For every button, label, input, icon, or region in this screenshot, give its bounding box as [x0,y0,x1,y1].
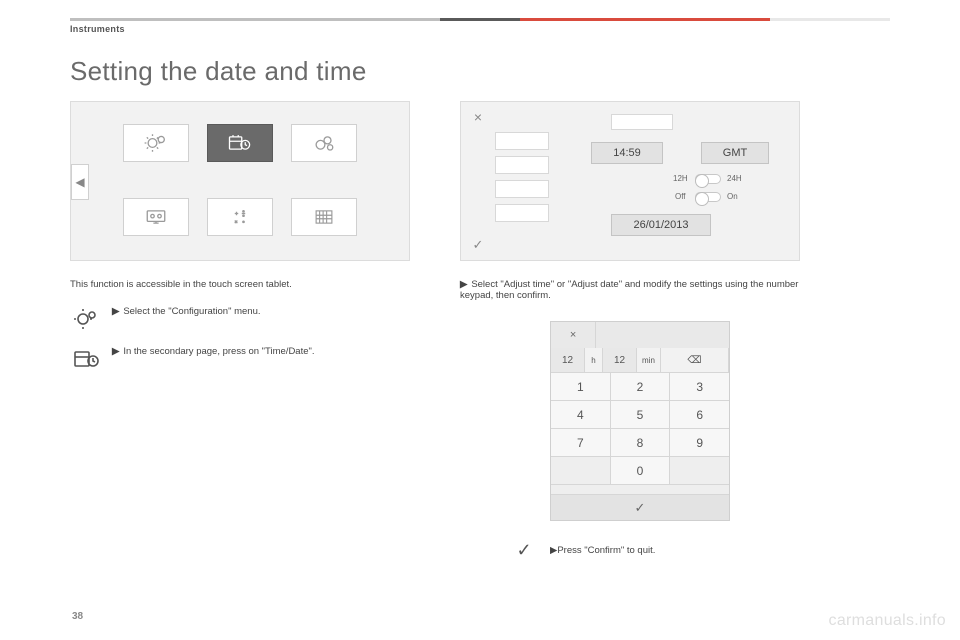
menu-screenshot: ◀ [70,101,410,261]
hours-unit: h [585,348,603,372]
calc-tile[interactable] [291,198,357,236]
header-rule [70,18,890,22]
hours-field[interactable]: 12 [551,348,585,372]
format-12h-label: 12H [673,174,688,183]
number-keypad: × 12 h 12 min ⌫ 1 2 3 [550,321,730,521]
backspace-key[interactable]: ⌫ [661,348,729,372]
key-1[interactable]: 1 [551,372,611,400]
page-title: Setting the date and time [70,56,890,87]
time-value-box[interactable]: 14:59 [591,142,663,164]
step-adjust-text: ▶Select "Adjust time" or "Adjust date" a… [460,279,820,301]
step-timedate: ▶In the secondary page, press on "Time/D… [70,346,430,372]
calendar-step-icon [70,346,102,372]
keypad-spacer [551,456,611,484]
mins-field[interactable]: 12 [603,348,637,372]
gear-step-icon [70,306,102,332]
sync-on-label: On [727,192,738,201]
list-item[interactable] [495,156,549,174]
format-toggle[interactable] [695,174,721,184]
step-config: ▶Select the "Configuration" menu. [70,306,430,332]
sync-toggle[interactable] [695,192,721,202]
calendar-clock-icon [226,132,254,154]
bubbles-icon [310,132,338,154]
keypad-spacer [670,456,729,484]
header-box [611,114,673,130]
step-confirm-text: ▶Press "Confirm" to quit. [550,545,655,556]
display-tile[interactable] [123,198,189,236]
page-number: 38 [72,611,83,622]
key-9[interactable]: 9 [670,428,729,456]
keypad-close-icon[interactable]: × [551,322,596,348]
keypad-spacer [596,322,729,348]
key-4[interactable]: 4 [551,400,611,428]
keypad-grid: 1 2 3 4 5 6 7 8 9 [551,372,729,484]
monitor-icon [142,206,170,228]
left-column: ◀ [70,101,430,561]
intro-text: This function is accessible in the touch… [70,279,390,292]
key-2[interactable]: 2 [611,372,671,400]
settings-tile[interactable] [123,124,189,162]
back-chevron-icon[interactable]: ◀ [71,164,89,200]
mins-unit: min [637,348,661,372]
date-value-box[interactable]: 26/01/2013 [611,214,711,236]
zones-tile[interactable] [291,124,357,162]
time-date-tile[interactable] [207,124,273,162]
key-7[interactable]: 7 [551,428,611,456]
key-3[interactable]: 3 [670,372,729,400]
step-confirm: ✓ ▶Press "Confirm" to quit. [510,539,820,561]
sync-off-label: Off [675,192,686,201]
settings-screenshot: × ✓ 14:59 GMT 12H 24H Off On [460,101,800,261]
rule-seg [70,18,440,21]
list-item[interactable] [495,180,549,198]
key-5[interactable]: 5 [611,400,671,428]
key-6[interactable]: 6 [670,400,729,428]
key-0[interactable]: 0 [611,456,671,484]
timezone-box[interactable]: GMT [701,142,769,164]
right-column: × ✓ 14:59 GMT 12H 24H Off On [460,101,820,561]
confirm-icon[interactable]: ✓ [469,236,487,254]
check-icon: ✓ [510,539,538,561]
units-tile[interactable] [207,198,273,236]
step-config-text: ▶Select the "Configuration" menu. [112,306,430,317]
keypad-confirm-icon[interactable]: ✓ [551,494,729,520]
keypad-strip [551,484,729,494]
step-adjust: ▶Select "Adjust time" or "Adjust date" a… [460,279,820,301]
step-timedate-text: ▶In the secondary page, press on "Time/D… [112,346,430,357]
rule-seg [520,18,770,21]
format-24h-label: 24H [727,174,742,183]
math-icon [226,206,254,228]
abacus-icon [310,206,338,228]
list-item[interactable] [495,132,549,150]
watermark: carmanuals.info [829,612,946,630]
list-item[interactable] [495,204,549,222]
rule-seg [770,18,890,21]
gears-icon [142,132,170,154]
rule-seg [440,18,520,21]
key-8[interactable]: 8 [611,428,671,456]
close-icon[interactable]: × [469,108,487,126]
breadcrumb: Instruments [70,24,890,34]
